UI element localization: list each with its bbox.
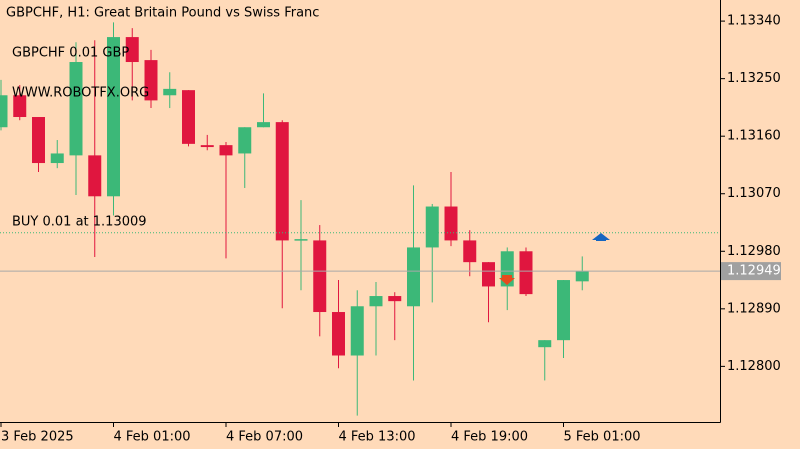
candle-body bbox=[257, 122, 270, 128]
y-tick-label: 1.13070 bbox=[727, 186, 781, 201]
annotation: BUY 0.01 at 1.13009 bbox=[12, 215, 147, 230]
y-tick-label: 1.12980 bbox=[727, 244, 781, 259]
candle-body bbox=[32, 117, 45, 164]
y-tick-label: 1.13340 bbox=[727, 14, 781, 29]
x-tick-label: 4 Feb 19:00 bbox=[451, 430, 528, 445]
chart-title: GBPCHF, H1: Great Britain Pound vs Swiss… bbox=[6, 6, 319, 21]
annotation: GBPCHF 0.01 GBP bbox=[12, 46, 129, 61]
candle-body bbox=[407, 247, 420, 307]
candle-body bbox=[388, 296, 402, 302]
candle-body bbox=[13, 95, 27, 118]
sell-arrow bbox=[499, 275, 515, 285]
price-tag bbox=[721, 262, 781, 281]
candle-body bbox=[294, 239, 308, 241]
y-tick-label: 1.13160 bbox=[727, 129, 781, 144]
candle-body bbox=[0, 95, 8, 128]
candle-body bbox=[538, 340, 552, 348]
candle-body bbox=[200, 145, 214, 148]
candle-body bbox=[463, 240, 477, 263]
x-tick-label: 4 Feb 07:00 bbox=[226, 430, 303, 445]
candle-body bbox=[313, 240, 327, 313]
x-tick-label: 5 Feb 01:00 bbox=[564, 430, 641, 445]
candle-body bbox=[144, 60, 158, 101]
candle-body bbox=[557, 280, 570, 341]
x-tick-label: 3 Feb 2025 bbox=[1, 430, 74, 445]
y-tick-label: 1.13250 bbox=[727, 71, 781, 86]
candle-body bbox=[163, 88, 177, 96]
price-tag-label: 1.12949 bbox=[727, 264, 781, 279]
y-tick-label: 1.12800 bbox=[727, 359, 781, 374]
candle-body bbox=[88, 155, 102, 197]
x-tick-label: 4 Feb 13:00 bbox=[339, 430, 416, 445]
candle-body bbox=[219, 145, 233, 156]
candle-body bbox=[332, 312, 345, 356]
buy-arrow bbox=[592, 233, 610, 241]
candle-body bbox=[107, 37, 120, 197]
candle-body bbox=[519, 251, 533, 295]
candle-body bbox=[444, 206, 458, 241]
candle-body bbox=[350, 306, 364, 356]
candle-body bbox=[182, 90, 195, 144]
candle-body bbox=[482, 262, 495, 287]
candle-body bbox=[50, 153, 64, 164]
candle-body bbox=[69, 62, 83, 156]
candle-body bbox=[575, 271, 589, 282]
candle-body bbox=[369, 296, 383, 307]
x-tick-label: 4 Feb 01:00 bbox=[114, 430, 191, 445]
y-tick-label: 1.12890 bbox=[727, 301, 781, 316]
candle-body bbox=[238, 127, 252, 154]
candle-body bbox=[125, 37, 139, 63]
candle-body bbox=[425, 206, 439, 248]
candle-body bbox=[275, 122, 289, 241]
annotation: WWW.ROBOTFX.ORG bbox=[12, 86, 149, 101]
